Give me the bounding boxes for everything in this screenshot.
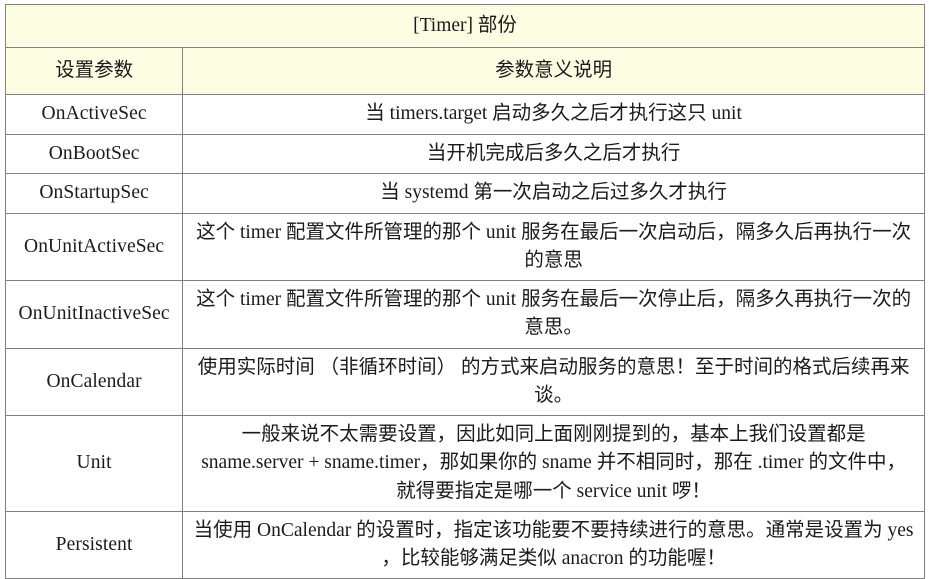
- timer-section-table-container: [Timer] 部份 设置参数 参数意义说明 OnActiveSec 当 tim…: [4, 4, 925, 579]
- param-name: OnUnitInactiveSec: [4, 280, 184, 349]
- param-name: OnActiveSec: [4, 94, 184, 135]
- param-name: OnStartupSec: [4, 173, 184, 214]
- param-description: 当 timers.target 启动多久之后才执行这只 unit: [182, 94, 925, 135]
- table-row: OnCalendar 使用实际时间 （非循环时间） 的方式来启动服务的意思！至于…: [4, 347, 925, 417]
- table-row: OnActiveSec 当 timers.target 启动多久之后才执行这只 …: [4, 94, 925, 135]
- param-description: 当使用 OnCalendar 的设置时，指定该功能要不要持续进行的意思。通常是设…: [182, 510, 925, 579]
- table-row: OnStartupSec 当 systemd 第一次启动之后过多久才执行: [4, 173, 925, 214]
- param-name: OnUnitActiveSec: [4, 212, 184, 282]
- param-description: 使用实际时间 （非循环时间） 的方式来启动服务的意思！至于时间的格式后续再来谈。: [182, 347, 925, 417]
- param-description: 当 systemd 第一次启动之后过多久才执行: [182, 173, 925, 214]
- param-name: OnCalendar: [4, 347, 184, 417]
- param-description: 一般来说不太需要设置，因此如同上面刚刚提到的，基本上我们设置都是 sname.s…: [182, 415, 925, 512]
- table-row: OnBootSec 当开机完成后多久之后才执行: [4, 133, 925, 175]
- param-name: Persistent: [4, 510, 184, 579]
- param-name: OnBootSec: [4, 133, 184, 175]
- table-row: OnUnitActiveSec 这个 timer 配置文件所管理的那个 unit…: [4, 212, 925, 282]
- table-title-row: [Timer] 部份: [5, 4, 925, 48]
- timer-parameters-table: [Timer] 部份 设置参数 参数意义说明 OnActiveSec 当 tim…: [4, 4, 925, 579]
- param-description: 这个 timer 配置文件所管理的那个 unit 服务在最后一次启动后，隔多久后…: [182, 212, 925, 282]
- table-row: Persistent 当使用 OnCalendar 的设置时，指定该功能要不要持…: [4, 510, 925, 579]
- table-header-row: 设置参数 参数意义说明: [4, 47, 925, 95]
- table-row: OnUnitInactiveSec 这个 timer 配置文件所管理的那个 un…: [4, 280, 925, 349]
- table-title: [Timer] 部份: [5, 4, 925, 48]
- table-row: Unit 一般来说不太需要设置，因此如同上面刚刚提到的，基本上我们设置都是 sn…: [4, 415, 925, 512]
- param-description: 这个 timer 配置文件所管理的那个 unit 服务在最后一次停止后，隔多久再…: [182, 280, 925, 349]
- column-header-desc: 参数意义说明: [182, 47, 925, 95]
- param-description: 当开机完成后多久之后才执行: [182, 133, 925, 175]
- column-header-param: 设置参数: [4, 47, 184, 95]
- param-name: Unit: [4, 415, 184, 512]
